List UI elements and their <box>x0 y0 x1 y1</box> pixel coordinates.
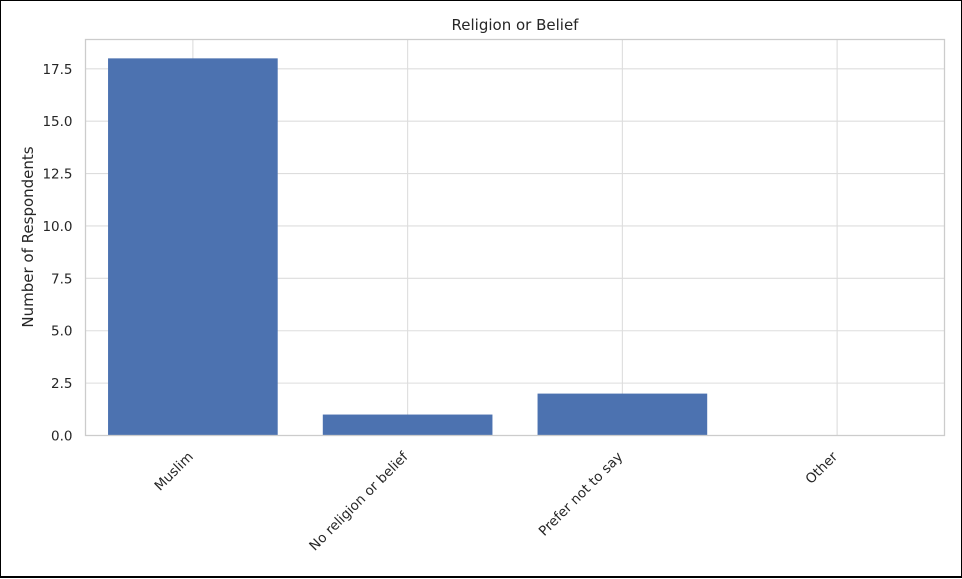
x-tick-label: Other <box>803 449 842 488</box>
x-tick-label: Prefer not to say <box>536 449 626 539</box>
y-tick-label: 7.5 <box>51 271 72 287</box>
plot-area-border <box>84 38 946 437</box>
y-tick-label: 2.5 <box>51 376 72 392</box>
bars <box>108 58 708 436</box>
y-tick-label: 5.0 <box>51 324 72 340</box>
bar-prefer-not-to-say <box>537 393 708 436</box>
y-tick-label: 12.5 <box>42 167 72 183</box>
x-tick-label: Muslim <box>152 449 197 494</box>
y-tick-label: 0.0 <box>51 429 72 445</box>
bar-muslim <box>108 58 278 436</box>
bar-no-religion-or-belief <box>322 414 493 436</box>
y-axis-title: Number of Respondents <box>19 146 37 327</box>
chart-title: Religion or Belief <box>452 16 580 34</box>
y-tick-label: 15.0 <box>42 114 72 130</box>
x-tick-labels: Muslim No religion or belief Prefer not to… <box>152 448 842 554</box>
y-tick-label: 17.5 <box>42 62 72 78</box>
y-tick-label: 10.0 <box>42 219 72 235</box>
y-tick-labels: 0.0 2.5 5.0 7.5 10.0 12.5 15.0 17.5 <box>42 62 72 445</box>
x-tick-label: No religion or belief <box>306 448 412 554</box>
